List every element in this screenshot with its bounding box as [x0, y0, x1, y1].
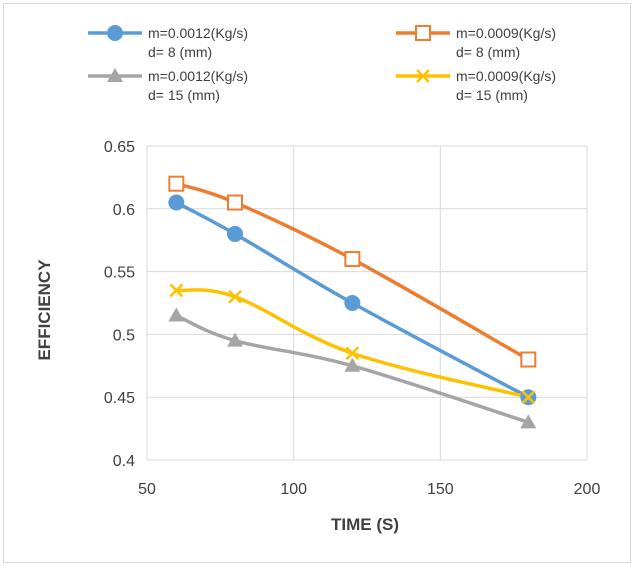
data-point-series-2 — [168, 175, 185, 192]
data-point-series-4 — [345, 346, 360, 361]
legend-label-line2: d= 8 (mm) — [456, 44, 520, 60]
series-lines — [174, 181, 531, 425]
legend-label-line2: d= 15 (mm) — [148, 87, 220, 103]
y-tick-label: 0.4 — [113, 453, 135, 470]
legend: m=0.0012(Kg/s) d= 8 (mm) m=0.0009(Kg/s) d= … — [88, 25, 556, 103]
data-point-series-2 — [520, 351, 537, 368]
x-marker-stroke — [416, 69, 430, 83]
legend-label-line1: m=0.0012(Kg/s) — [148, 25, 248, 41]
legend-label-line2: d= 15 (mm) — [456, 87, 528, 103]
data-point-series-2 — [344, 251, 361, 268]
gridlines — [146, 145, 588, 461]
x-marker-stroke — [521, 390, 536, 405]
x-marker-stroke — [228, 289, 242, 304]
series-line-4 — [174, 288, 531, 399]
legend-item-1: m=0.0012(Kg/s) d= 8 (mm) — [88, 25, 248, 60]
y-tick-label: 0.65 — [104, 139, 135, 156]
data-point-series-4 — [228, 289, 242, 304]
x-axis-ticks: 50 100 150 200 — [138, 481, 600, 498]
y-axis-title: EFFICIENCY — [35, 259, 54, 361]
data-point-series-3 — [344, 357, 361, 372]
series-line-1 — [174, 200, 531, 399]
data-point-series-1 — [227, 225, 243, 242]
x-marker-stroke — [345, 346, 360, 361]
y-tick-label: 0.45 — [104, 390, 135, 407]
x-tick-label: 150 — [427, 481, 454, 498]
legend-label-line1: m=0.0009(Kg/s) — [456, 25, 556, 41]
y-tick-label: 0.55 — [104, 265, 135, 282]
x-tick-label: 200 — [574, 481, 601, 498]
x-tick-label: 50 — [138, 481, 156, 498]
legend-label-line2: d= 8 (mm) — [148, 44, 212, 60]
legend-item-3: m=0.0012(Kg/s) d= 15 (mm) — [88, 68, 248, 103]
x-marker-stroke — [169, 283, 184, 298]
series-line-3 — [174, 313, 531, 425]
legend-marker — [107, 25, 123, 41]
data-point-series-1 — [168, 194, 185, 211]
data-point-series-1 — [344, 295, 361, 311]
legend-marker — [415, 25, 431, 41]
legend-item-4: m=0.0009(Kg/s) d= 15 (mm) — [396, 68, 556, 103]
legend-item-2: m=0.0009(Kg/s) d= 8 (mm) — [396, 25, 556, 60]
data-point-series-4 — [169, 283, 184, 298]
x-axis-title: TIME (S) — [331, 515, 399, 534]
legend-marker — [416, 69, 430, 83]
data-point-series-3 — [227, 332, 243, 347]
legend-label-line1: m=0.0012(Kg/s) — [148, 68, 248, 84]
data-point-series-4 — [521, 390, 536, 405]
legend-label-line1: m=0.0009(Kg/s) — [456, 68, 556, 84]
series-markers — [168, 175, 537, 429]
series-line-2 — [174, 181, 531, 362]
data-point-series-3 — [520, 414, 537, 429]
y-axis-ticks: 0.4 0.45 0.5 0.55 0.6 0.65 — [104, 139, 135, 470]
data-point-series-3 — [168, 307, 185, 322]
data-point-series-2 — [227, 194, 243, 211]
x-tick-label: 100 — [280, 481, 307, 498]
y-tick-label: 0.5 — [113, 327, 135, 344]
y-tick-label: 0.6 — [113, 202, 135, 219]
legend-marker — [107, 68, 123, 82]
